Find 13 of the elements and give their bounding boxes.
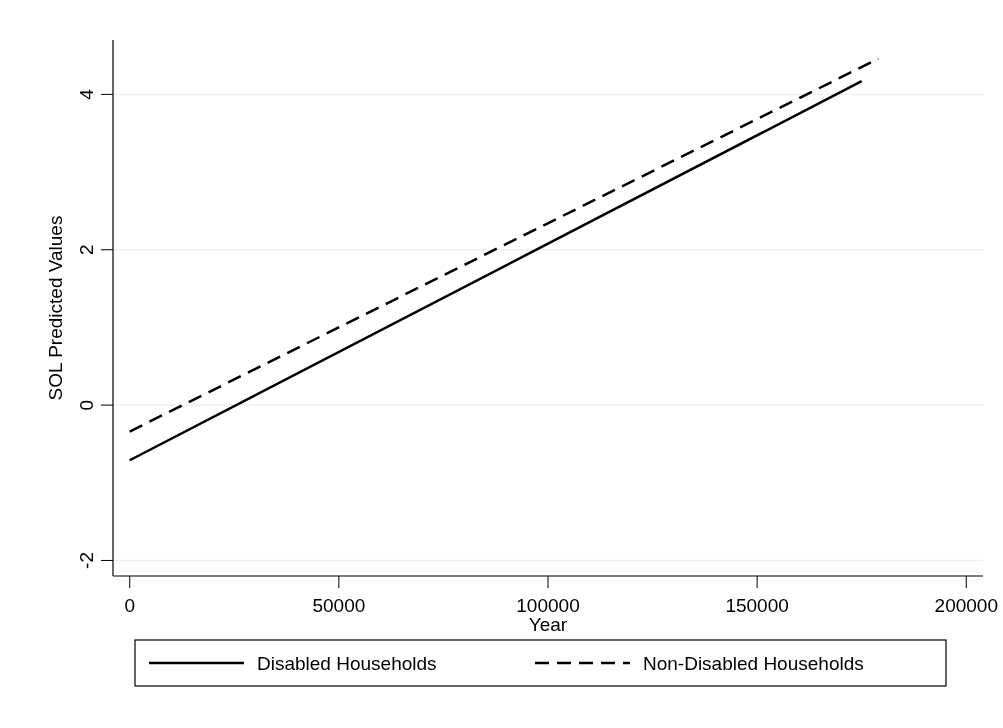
x-axis-title: Year	[528, 614, 568, 635]
y-tick-label: 4	[76, 88, 97, 100]
x-tick-label: 150000	[725, 595, 789, 616]
y-tick-label: -2	[76, 552, 97, 569]
x-tick-label: 50000	[312, 595, 366, 616]
legend-label: Non-Disabled Households	[643, 653, 864, 674]
x-tick-label: 200000	[934, 595, 998, 616]
y-tick-label: 0	[76, 399, 97, 411]
y-axis-title: SOL Predicted Values	[45, 215, 66, 401]
y-tick-label: 2	[76, 244, 97, 256]
x-tick-label: 100000	[516, 595, 580, 616]
x-tick-label: 0	[124, 595, 136, 616]
legend-label: Disabled Households	[257, 653, 437, 674]
